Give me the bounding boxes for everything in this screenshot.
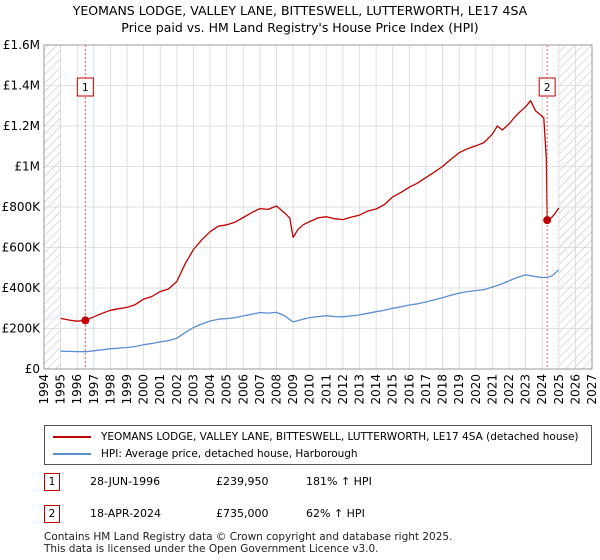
x-tick-label: 2018 (436, 374, 450, 405)
x-tick-label: 1998 (103, 374, 117, 405)
sale-point (543, 216, 552, 225)
x-tick-label: 1995 (54, 374, 68, 405)
legend-swatch-property (53, 436, 91, 438)
transaction-price: £239,950 (216, 475, 269, 488)
x-tick-label: 2017 (419, 374, 433, 405)
y-tick-label: £1M (14, 160, 40, 174)
y-tick-label: £0 (25, 362, 40, 376)
x-tick-label: 2010 (303, 374, 317, 405)
x-tick-label: 2011 (319, 374, 333, 405)
y-tick-label: £800K (2, 200, 42, 214)
x-tick-label: 2012 (336, 374, 350, 405)
x-tick-label: 2005 (220, 374, 234, 405)
x-tick-label: 2020 (469, 374, 483, 405)
x-tick-label: 2008 (269, 374, 283, 405)
x-tick-label: 2016 (402, 374, 416, 405)
transaction-badge: 1 (44, 473, 60, 491)
transaction-badge: 2 (44, 505, 60, 523)
transaction-hpi: 62% ↑ HPI (306, 507, 365, 520)
hpi-line (60, 269, 560, 353)
x-tick-label: 1999 (120, 374, 134, 405)
x-tick-label: 2024 (535, 374, 549, 405)
x-tick-label: 2006 (236, 374, 250, 405)
sale-badge (76, 77, 94, 97)
x-tick-label: 2023 (519, 374, 533, 405)
sale-point (81, 316, 90, 325)
x-tick-label: 2027 (585, 374, 599, 405)
x-tick-label: 2000 (137, 374, 151, 405)
y-tick-label: £400K (2, 281, 42, 295)
transaction-row: 1 28-JUN-1996 £239,950 181% ↑ HPI (44, 473, 592, 493)
y-tick-label: £200K (2, 322, 42, 336)
sale-badge-label: 1 (82, 82, 89, 94)
transaction-hpi: 181% ↑ HPI (306, 475, 372, 488)
x-tick-label: 2026 (568, 374, 582, 405)
sale-badge-label: 2 (544, 82, 551, 94)
x-tick-label: 2021 (485, 374, 499, 405)
x-tick-label: 2022 (502, 374, 516, 405)
legend-item-hpi: HPI: Average price, detached house, Harb… (53, 446, 358, 462)
x-tick-label: 2009 (286, 374, 300, 405)
x-tick-label: 2025 (552, 374, 566, 405)
price-chart: 1 2 £0 £200K £400K £600K £800K £1M £1.2M £1.4M £1… (2, 38, 599, 405)
legend-label-hpi: HPI: Average price, detached house, Harb… (101, 448, 358, 460)
x-tick-label: 2003 (186, 374, 200, 405)
x-tick-label: 1994 (37, 374, 51, 405)
x-tick-label: 2007 (253, 374, 267, 405)
sale-badge (538, 77, 556, 97)
x-tick-label: 1997 (87, 374, 101, 405)
chart-title: YEOMANS LODGE, VALLEY LANE, BITTESWELL, … (72, 3, 528, 18)
footer-licence: This data is licensed under the Open Gov… (44, 543, 379, 555)
transaction-price: £735,000 (216, 507, 269, 520)
x-tick-label: 2002 (170, 374, 184, 405)
footer-copyright: Contains HM Land Registry data © Crown c… (44, 531, 453, 543)
y-tick-label: £600K (2, 241, 42, 255)
transaction-date: 18-APR-2024 (90, 507, 162, 520)
transaction-date: 28-JUN-1996 (90, 475, 161, 488)
chart-subtitle: Price paid vs. HM Land Registry's House … (121, 20, 479, 35)
plot-frame (43, 44, 593, 370)
transaction-row: 2 18-APR-2024 £735,000 62% ↑ HPI (44, 505, 592, 525)
x-tick-label: 2001 (153, 374, 167, 405)
y-tick-label: £1.6M (3, 38, 40, 52)
x-tick-label: 2015 (386, 374, 400, 405)
property-price-line (60, 100, 560, 322)
x-tick-label: 1996 (70, 374, 84, 405)
x-tick-label: 2019 (452, 374, 466, 405)
y-tick-label: £1.4M (3, 79, 40, 93)
y-tick-label: £1.2M (3, 119, 40, 133)
x-tick-label: 2004 (203, 374, 217, 405)
x-tick-label: 2014 (369, 374, 383, 405)
legend: YEOMANS LODGE, VALLEY LANE, BITTESWELL, … (44, 425, 592, 465)
legend-swatch-hpi (53, 453, 91, 455)
x-tick-label: 2013 (353, 374, 367, 405)
legend-item-property: YEOMANS LODGE, VALLEY LANE, BITTESWELL, … (53, 429, 579, 445)
legend-label-property: YEOMANS LODGE, VALLEY LANE, BITTESWELL, … (101, 431, 579, 443)
